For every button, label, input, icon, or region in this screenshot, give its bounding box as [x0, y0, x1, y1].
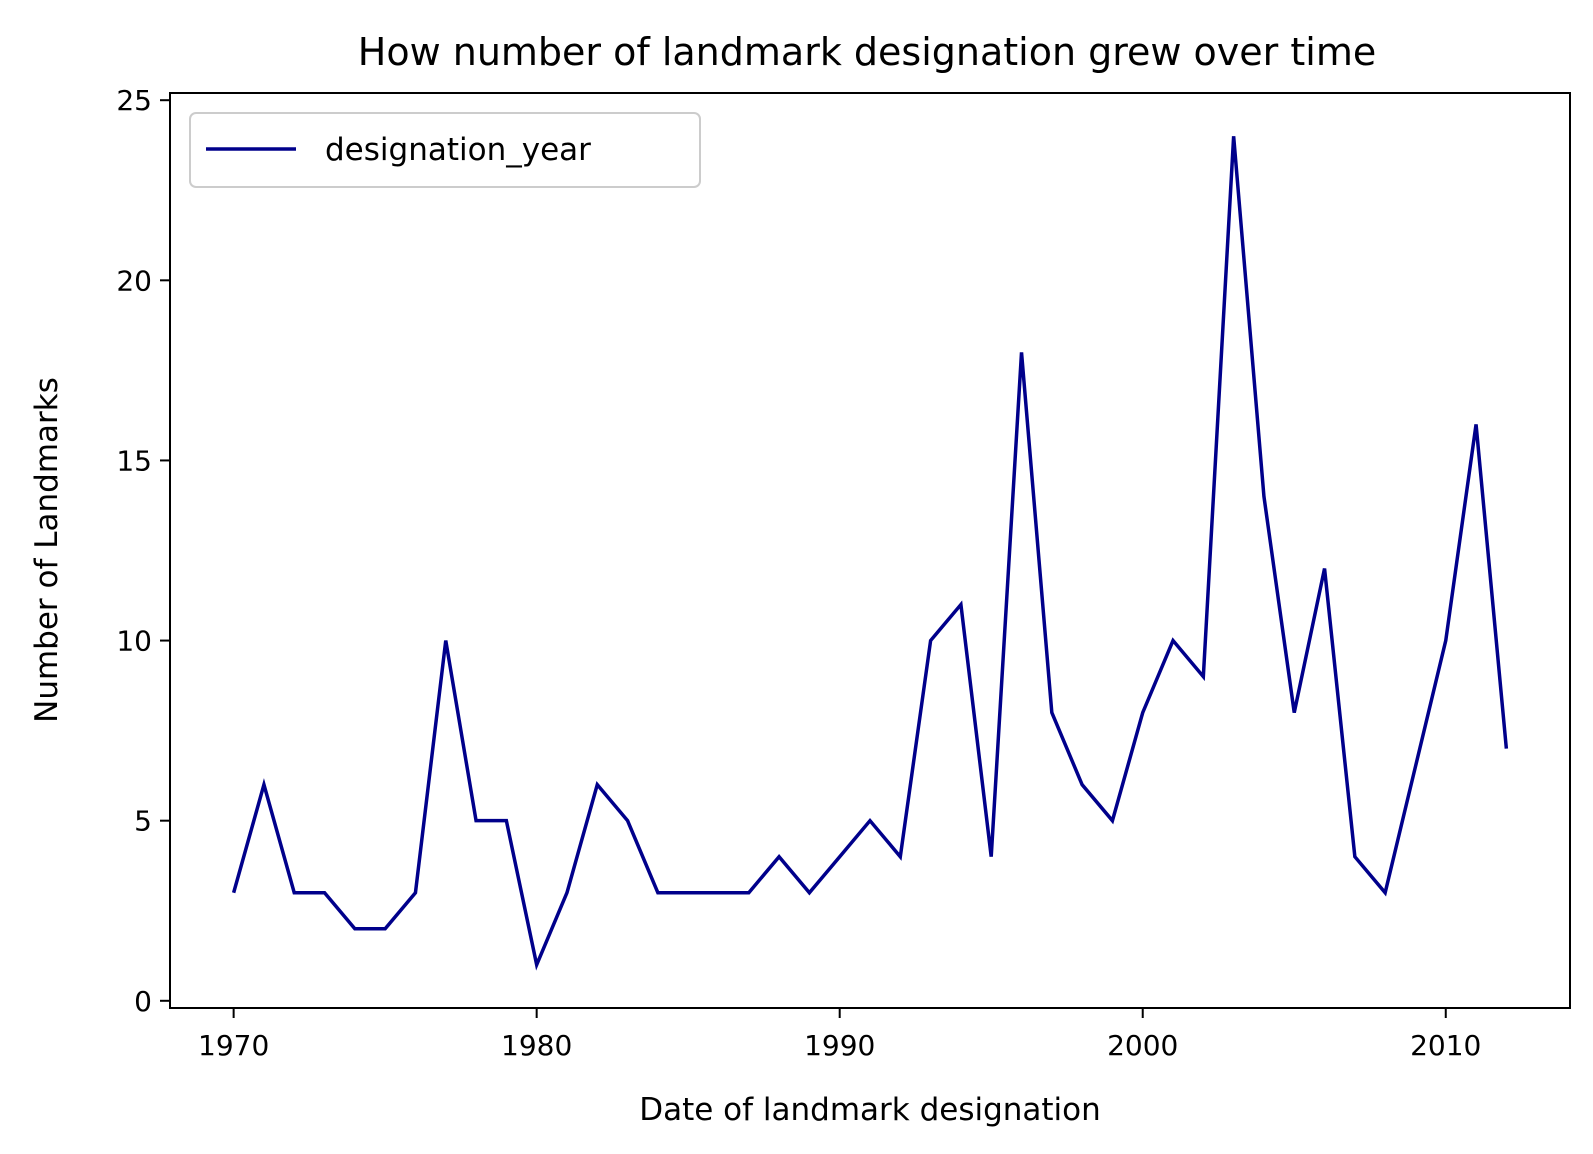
y-tick-label: 20: [116, 264, 152, 297]
x-tick-label: 1980: [501, 1029, 572, 1062]
y-tick-label: 25: [116, 84, 152, 117]
x-tick-label: 1970: [198, 1029, 269, 1062]
x-axis-label: Date of landmark designation: [639, 1092, 1101, 1128]
x-tick-label: 1990: [804, 1029, 875, 1062]
y-axis-label: Number of Landmarks: [29, 377, 65, 723]
x-tick-label: 2000: [1107, 1029, 1178, 1062]
y-tick-label: 15: [116, 444, 152, 477]
y-axis: 0 5 10 15 20 25: [116, 84, 170, 1018]
series-line-designation_year: [231, 136, 1509, 971]
series-layer: [231, 136, 1509, 971]
x-tick-label: 2010: [1410, 1029, 1481, 1062]
plot-area: [170, 93, 1570, 1008]
y-tick-label: 10: [116, 625, 152, 658]
x-axis: 1970 1980 1990 2000 2010: [198, 1008, 1481, 1062]
y-tick-label: 0: [134, 985, 152, 1018]
chart-title: How number of landmark designation grew …: [358, 30, 1376, 74]
plot-frame: [169, 92, 1571, 1009]
y-tick-label: 5: [134, 805, 152, 838]
legend: designation_year: [189, 112, 701, 188]
legend-label-designation_year: designation_year: [325, 132, 591, 168]
legend-box: [189, 112, 701, 188]
